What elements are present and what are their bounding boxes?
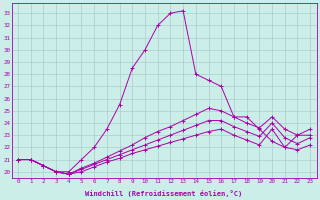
X-axis label: Windchill (Refroidissement éolien,°C): Windchill (Refroidissement éolien,°C) [85, 190, 243, 197]
